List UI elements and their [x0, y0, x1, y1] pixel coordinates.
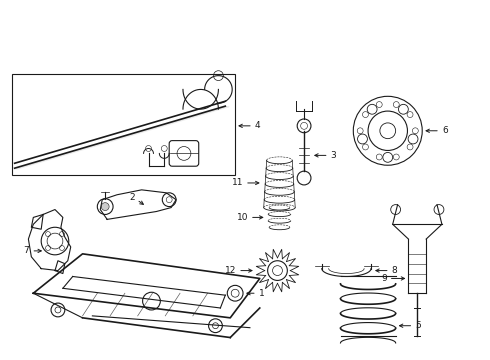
Text: 5: 5	[416, 321, 421, 330]
Text: 6: 6	[442, 126, 448, 135]
Text: 4: 4	[255, 121, 261, 130]
Text: 1: 1	[259, 289, 265, 298]
Text: 11: 11	[232, 179, 243, 188]
Text: 12: 12	[225, 266, 236, 275]
Circle shape	[101, 203, 109, 211]
Text: 2: 2	[129, 193, 135, 202]
Text: 10: 10	[237, 213, 248, 222]
Bar	[12, 74, 235, 175]
Text: 9: 9	[381, 274, 387, 283]
Text: 3: 3	[331, 151, 337, 160]
Text: 8: 8	[392, 266, 397, 275]
Text: 7: 7	[24, 246, 29, 255]
